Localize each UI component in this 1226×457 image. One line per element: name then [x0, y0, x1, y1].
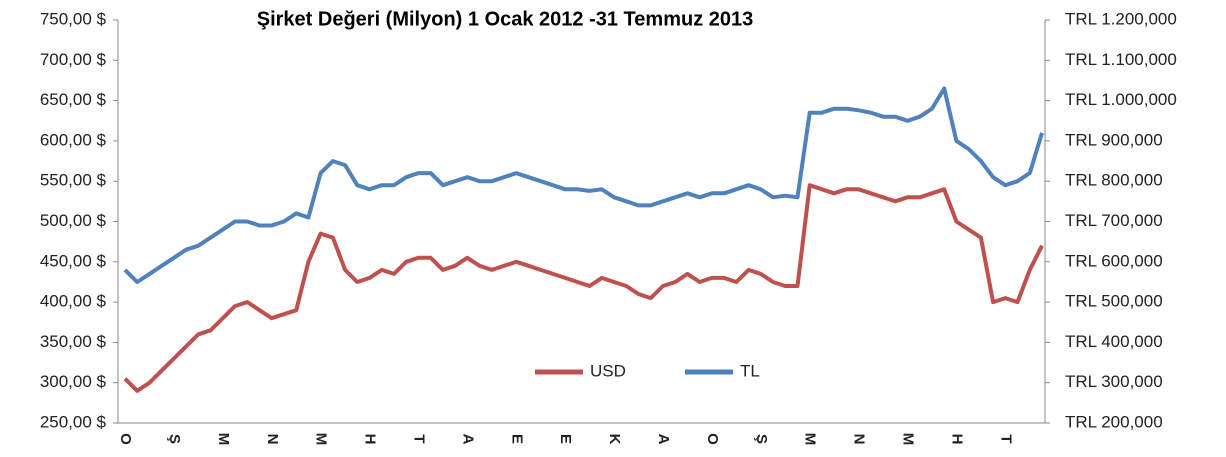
x-tick-label: A	[459, 434, 476, 445]
y-tick-label: 600,00 $	[40, 130, 107, 149]
y2-tick-label: TRL 800,000	[1065, 171, 1163, 190]
x-tick-label: M	[313, 433, 330, 446]
y-tick-label: 700,00 $	[40, 50, 107, 69]
y-tick-label: 400,00 $	[40, 292, 107, 311]
y2-tick-label: TRL 300,000	[1065, 372, 1163, 391]
y2-tick-label: TRL 600,000	[1065, 251, 1163, 270]
x-tick-label: N	[851, 434, 868, 445]
y2-tick-label: TRL 1.200,000	[1065, 9, 1177, 28]
legend-label: TL	[740, 361, 760, 380]
y-tick-label: 550,00 $	[40, 171, 107, 190]
y-tick-label: 450,00 $	[40, 251, 107, 270]
y-tick-label: 500,00 $	[40, 211, 107, 230]
legend-label: USD	[590, 361, 626, 380]
y-tick-label: 650,00 $	[40, 90, 107, 109]
x-tick-label: H	[948, 434, 965, 445]
x-tick-label: M	[802, 433, 819, 446]
y2-tick-label: TRL 700,000	[1065, 211, 1163, 230]
x-tick-label: T	[997, 434, 1014, 443]
y-tick-label: 350,00 $	[40, 332, 107, 351]
y2-tick-label: TRL 900,000	[1065, 130, 1163, 149]
x-tick-label: O	[117, 433, 134, 445]
y-tick-label: 750,00 $	[40, 9, 107, 28]
chart-title: Şirket Değeri (Milyon) 1 Ocak 2012 -31 T…	[257, 8, 754, 30]
y2-tick-label: TRL 500,000	[1065, 292, 1163, 311]
series-line	[123, 183, 1044, 393]
x-tick-label: E	[508, 434, 525, 444]
x-tick-label: K	[606, 434, 623, 445]
x-tick-label: O	[704, 433, 721, 445]
y2-tick-label: TRL 200,000	[1065, 412, 1163, 431]
x-tick-label: H	[362, 434, 379, 445]
x-tick-label: T	[410, 434, 427, 443]
y2-tick-label: TRL 1.000,000	[1065, 90, 1177, 109]
x-tick-label: M	[900, 433, 917, 446]
x-tick-label: M	[215, 433, 232, 446]
x-tick-label: A	[655, 434, 672, 445]
x-tick-label: Ş	[753, 434, 770, 444]
y2-tick-label: TRL 400,000	[1065, 332, 1163, 351]
y-tick-label: 250,00 $	[40, 412, 107, 431]
x-tick-label: N	[264, 434, 281, 445]
x-tick-label: E	[557, 434, 574, 444]
y2-tick-label: TRL 1.100,000	[1065, 50, 1177, 69]
y-tick-label: 300,00 $	[40, 372, 107, 391]
series-line	[123, 86, 1044, 284]
x-tick-label: Ş	[166, 434, 183, 444]
